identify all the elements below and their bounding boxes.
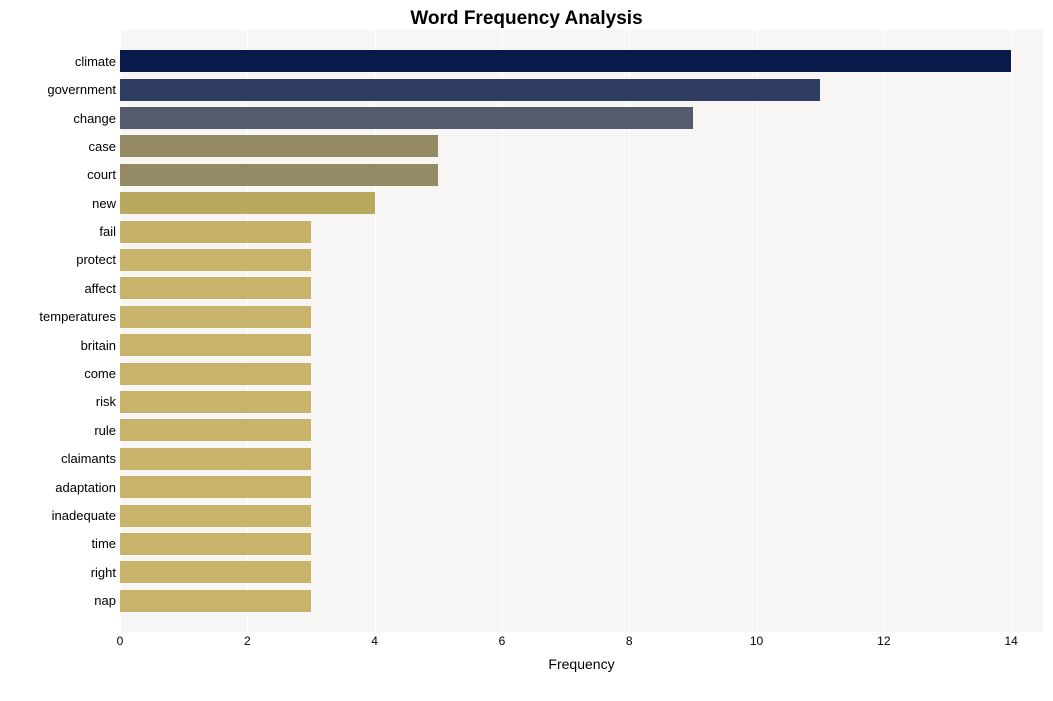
bar (120, 590, 311, 612)
bar-row (120, 303, 1043, 331)
bar-row (120, 558, 1043, 586)
plot-area (120, 30, 1043, 632)
bar (120, 50, 1011, 72)
x-tick: 14 (1004, 634, 1017, 648)
x-tick: 4 (371, 634, 378, 648)
bar-row (120, 217, 1043, 245)
y-axis-label: climate (75, 47, 116, 75)
bar-row (120, 189, 1043, 217)
bar-row (120, 416, 1043, 444)
y-axis-label: right (91, 558, 116, 586)
bar-row (120, 132, 1043, 160)
bar-row (120, 388, 1043, 416)
bar (120, 135, 438, 157)
bar-row (120, 501, 1043, 529)
bar (120, 79, 820, 101)
bar (120, 391, 311, 413)
bar (120, 249, 311, 271)
bars-layer (120, 30, 1043, 632)
chart-container: Word Frequency Analysis climategovernmen… (0, 0, 1053, 701)
y-axis-label: britain (81, 331, 116, 359)
bar (120, 533, 311, 555)
x-tick: 2 (244, 634, 251, 648)
y-axis-label: fail (99, 217, 116, 245)
bar-row (120, 530, 1043, 558)
bar-row (120, 274, 1043, 302)
x-tick: 10 (750, 634, 763, 648)
x-tick: 6 (499, 634, 506, 648)
bar-row (120, 587, 1043, 615)
bar-row (120, 246, 1043, 274)
y-axis-label: inadequate (52, 501, 116, 529)
x-tick: 8 (626, 634, 633, 648)
x-tick: 0 (117, 634, 124, 648)
bar-row (120, 47, 1043, 75)
bar (120, 334, 311, 356)
y-axis-label: change (73, 104, 116, 132)
bar (120, 164, 438, 186)
y-axis-label: claimants (61, 445, 116, 473)
x-axis: 0 2 4 6 8 10 12 14 (120, 634, 1043, 654)
y-axis-label: come (84, 359, 116, 387)
x-axis-label: Frequency (120, 656, 1043, 672)
x-tick: 12 (877, 634, 890, 648)
bar (120, 107, 693, 129)
bar (120, 277, 311, 299)
bar (120, 476, 311, 498)
y-axis-label: temperatures (39, 303, 116, 331)
bar (120, 363, 311, 385)
bar (120, 561, 311, 583)
bar (120, 448, 311, 470)
y-axis-label: adaptation (55, 473, 116, 501)
bar (120, 221, 311, 243)
bar (120, 505, 311, 527)
chart-title: Word Frequency Analysis (10, 8, 1043, 30)
y-axis-label: nap (94, 586, 116, 614)
y-axis-label: new (92, 189, 116, 217)
plot-wrap: 0 2 4 6 8 10 12 14 Frequency (120, 30, 1043, 672)
y-axis-label: case (89, 132, 116, 160)
bar-row (120, 359, 1043, 387)
bar-row (120, 445, 1043, 473)
bar-row (120, 473, 1043, 501)
y-axis-label: affect (84, 274, 116, 302)
y-axis-label: court (87, 161, 116, 189)
y-axis-label: time (91, 530, 116, 558)
y-axis-label: government (47, 75, 116, 103)
bar (120, 419, 311, 441)
bar-row (120, 161, 1043, 189)
y-axis-label: protect (76, 246, 116, 274)
chart-body: climategovernmentchangecasecourtnewfailp… (10, 30, 1043, 672)
bar (120, 306, 311, 328)
bar-row (120, 331, 1043, 359)
bar-row (120, 104, 1043, 132)
y-axis-label: rule (94, 416, 116, 444)
y-axis-label: risk (96, 388, 116, 416)
bar-row (120, 75, 1043, 103)
bar (120, 192, 375, 214)
y-axis-labels: climategovernmentchangecasecourtnewfailp… (10, 30, 120, 632)
